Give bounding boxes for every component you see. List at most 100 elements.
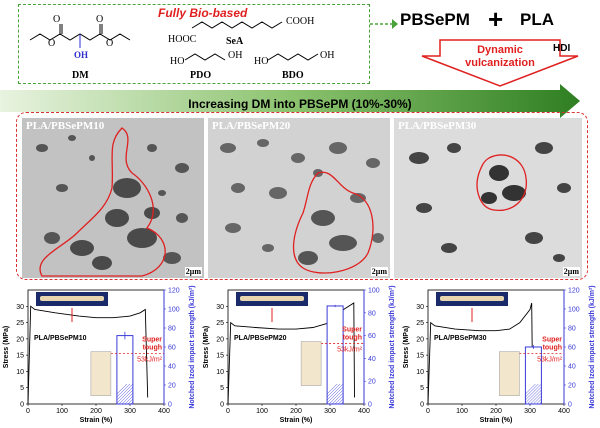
y2-tick-label: 0 [568, 402, 572, 409]
y2-tick-label: 120 [168, 288, 180, 295]
dm-structure [29, 24, 131, 48]
y-tick-label: 15 [416, 353, 424, 360]
tem-morphology-10 [22, 118, 204, 278]
impact-specimen-photo [499, 351, 520, 396]
hdi-label: HDI [553, 43, 571, 54]
dumbbell-specimen [440, 296, 504, 301]
process-line-2: vulcanization [465, 57, 535, 69]
y2-tick-label: 60 [568, 345, 576, 352]
impact-bar-hatch [116, 383, 133, 401]
impact-bar-hatch [121, 392, 133, 404]
y2-tick-label: 40 [168, 364, 176, 371]
y2-tick-label: 60 [168, 345, 176, 352]
impact-bar-hatch [328, 389, 344, 404]
chart-title: PLA/PBSePM20 [234, 335, 287, 342]
x-tick-label: 300 [324, 408, 336, 415]
super-label: Super [542, 337, 562, 344]
tem-panel-box [16, 112, 588, 280]
stress-strain-curve [27, 305, 149, 405]
impact-bar-hatch [545, 384, 565, 404]
x-tick-label: 0 [426, 408, 430, 415]
impact-bar [116, 335, 134, 405]
impact-bar-hatch [539, 401, 542, 404]
tough-label: tough [543, 345, 562, 352]
impact-bar-hatch [124, 395, 133, 404]
pdo-left-group: HO [170, 56, 184, 67]
impact-bar-hatch [116, 383, 131, 398]
tem-image-30: PLA/PBSePM30 2μm [394, 118, 582, 278]
sea-right-group: COOH [286, 16, 314, 27]
stress-strain-curve [227, 302, 355, 405]
impact-bar-hatch [525, 386, 542, 404]
y-tick-label: 20 [16, 336, 24, 343]
threshold-value-label: 53kJ/m² [337, 347, 363, 354]
impact-bar-hatch [340, 401, 344, 404]
y-tick-label: 25 [216, 320, 224, 327]
y2-tick-label: 120 [568, 288, 580, 295]
impact-bar-hatch [140, 384, 160, 404]
y-tick-label: 5 [420, 385, 424, 392]
tough-label: tough [143, 345, 162, 352]
dm-oh-label: OH [74, 50, 88, 60]
y2-tick-label: 0 [168, 402, 172, 409]
pdo-right-group: OH [228, 50, 242, 61]
connector-arrow [370, 19, 398, 29]
impact-bar-hatch [596, 384, 600, 404]
x-tick-label: 100 [256, 408, 268, 415]
pdo-name: PDO [190, 70, 211, 81]
impact-bar-hatch [116, 383, 128, 395]
y2-tick-label: 100 [368, 288, 380, 295]
y2-tick-label: 20 [368, 379, 376, 386]
impact-bar-hatch [143, 384, 163, 404]
y2-axis-label: Notched Izod impact strength (kJ/m²) [389, 285, 396, 408]
y-tick-label: 5 [220, 385, 224, 392]
impact-bar-hatch [337, 398, 344, 404]
x-tick-label: 0 [226, 408, 230, 415]
super-label: Super [342, 327, 362, 334]
y2-tick-label: 40 [368, 356, 376, 363]
scale-bar-10: 2μm [184, 267, 202, 276]
svg-text:O: O [53, 14, 60, 25]
impact-bar-hatch [525, 383, 542, 401]
bdo-name: BDO [282, 70, 304, 81]
vulcanization-arrow [421, 39, 579, 87]
tough-label: tough [343, 335, 362, 342]
increasing-dm-arrow [0, 84, 580, 118]
x-axis-label: Strain (%) [80, 417, 113, 424]
pla-label: PLA [520, 10, 554, 29]
sea-structure [191, 21, 283, 29]
y-tick-label: 0 [220, 402, 224, 409]
y2-tick-label: 80 [368, 310, 376, 317]
svg-text:O: O [106, 38, 113, 49]
impact-bar-hatch [356, 384, 376, 404]
stress-strain-curve [427, 302, 534, 405]
y-axis-label: Stress (MPa) [203, 326, 210, 368]
x-tick-label: 200 [490, 408, 502, 415]
monomer-structures: O O O O OH DM HOOC COOH SeA HO OH PDO HO… [29, 14, 334, 81]
scale-bar-20: 2μm [370, 267, 388, 276]
y-tick-label: 0 [20, 402, 24, 409]
x-tick-label: 400 [358, 408, 370, 415]
x-tick-label: 0 [26, 408, 30, 415]
impact-bar-hatch [327, 383, 341, 398]
bdo-structure [267, 53, 319, 61]
y2-tick-label: 100 [168, 307, 180, 314]
y-tick-label: 10 [416, 369, 424, 376]
y-tick-label: 20 [416, 336, 424, 343]
impact-bar-hatch [116, 386, 133, 404]
y-tick-label: 5 [20, 385, 24, 392]
dumbbell-specimen [40, 296, 104, 301]
sea-name: SeA [226, 36, 244, 47]
impact-bar-hatch [525, 383, 536, 395]
tem-morphology-30 [394, 118, 582, 278]
tem-label-10: PLA/PBSePM10 [26, 120, 105, 132]
svg-text:O: O [48, 38, 55, 49]
threshold-value-label: 53kJ/m² [537, 357, 563, 364]
y2-tick-label: 20 [568, 383, 576, 390]
impact-bar-hatch [362, 384, 382, 404]
y2-tick-label: 80 [568, 326, 576, 333]
impact-specimen-photo [300, 341, 322, 386]
process-label: Dynamic vulcanization [450, 44, 550, 70]
impact-bar-hatch [530, 392, 542, 404]
dm-name: DM [72, 70, 89, 81]
